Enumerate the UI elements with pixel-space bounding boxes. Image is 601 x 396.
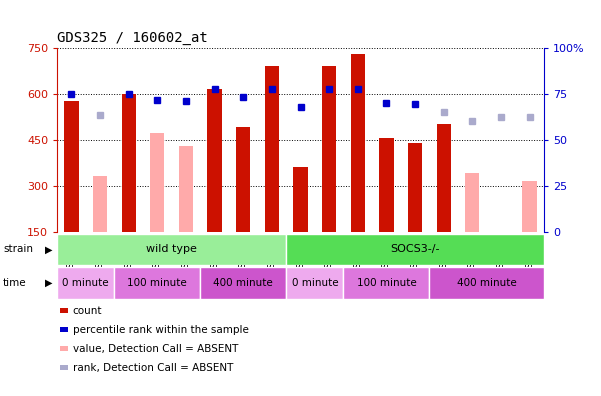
Text: strain: strain [3,244,33,255]
Text: wild type: wild type [146,244,197,255]
Bar [121,93,136,232]
Text: value, Detection Call = ABSENT: value, Detection Call = ABSENT [73,344,238,354]
Text: rank, Detection Call = ABSENT: rank, Detection Call = ABSENT [73,363,233,373]
Bar [522,181,537,232]
Bar [350,53,365,232]
Text: percentile rank within the sample: percentile rank within the sample [73,325,249,335]
Bar [207,89,222,232]
Text: count: count [73,306,102,316]
Text: ▶: ▶ [46,278,53,288]
Text: GDS325 / 160602_at: GDS325 / 160602_at [57,31,208,45]
Text: 100 minute: 100 minute [127,278,187,288]
Bar [429,267,544,299]
Text: ▶: ▶ [46,244,53,255]
Bar [114,267,200,299]
Bar [200,267,286,299]
Bar [465,173,480,232]
Bar [322,66,337,232]
Text: 400 minute: 400 minute [457,278,516,288]
Bar [57,234,286,265]
Text: SOCS3-/-: SOCS3-/- [390,244,440,255]
Text: 0 minute: 0 minute [63,278,109,288]
Bar [264,66,279,232]
Bar [93,176,107,232]
Bar [179,146,193,232]
Text: time: time [3,278,26,288]
Bar [436,124,451,232]
Text: 400 minute: 400 minute [213,278,273,288]
Bar [286,234,544,265]
Text: 100 minute: 100 minute [356,278,416,288]
Bar [343,267,429,299]
Bar [57,267,114,299]
Bar [64,101,79,232]
Text: 0 minute: 0 minute [291,278,338,288]
Bar [379,138,394,232]
Bar [286,267,343,299]
Bar [236,127,251,232]
Bar [150,133,165,232]
Bar [293,167,308,232]
Bar [408,143,422,232]
